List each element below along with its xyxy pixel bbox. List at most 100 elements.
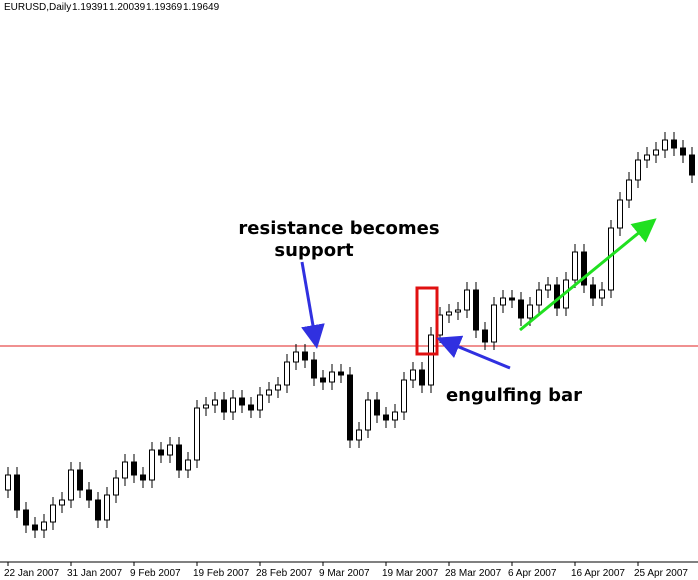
candle-body (401, 379, 407, 413)
candle-body (23, 509, 29, 526)
x-tick-label: 9 Mar 2007 (319, 568, 370, 579)
candle-body (419, 369, 425, 386)
candle-body (203, 404, 209, 409)
candle-body (212, 399, 218, 406)
candle-body (473, 289, 479, 331)
annotation: engulfing bar (446, 385, 582, 406)
candle-body (140, 474, 146, 481)
candle-body (545, 284, 551, 291)
candle-body (221, 399, 227, 413)
candle-body (410, 369, 416, 381)
candle-body (680, 147, 686, 156)
candle-body (158, 449, 164, 456)
candle-body (311, 359, 317, 379)
candle-body (356, 429, 362, 441)
candle-body (275, 384, 281, 391)
candle-body (122, 461, 128, 479)
x-tick-label: 19 Feb 2007 (193, 568, 250, 579)
candle-body (68, 469, 74, 501)
candle-body (608, 227, 614, 291)
candle-body (302, 351, 308, 361)
arrow (300, 261, 325, 349)
arrow (519, 218, 657, 332)
candle-body (590, 284, 596, 299)
x-tick-label: 16 Apr 2007 (571, 568, 625, 579)
candle-body (689, 154, 695, 176)
x-tick-label: 25 Apr 2007 (634, 568, 688, 579)
candle-body (338, 371, 344, 376)
info-value: 1.19369 (146, 2, 183, 13)
candle-body (446, 311, 452, 316)
candle-body (266, 389, 272, 396)
plot: 22 Jan 2007 31 Jan 2007 9 Feb 2007 19 Feb 2… (0, 132, 698, 579)
candle-body (32, 524, 38, 531)
candle-body (248, 404, 254, 411)
x-tick-label: 9 Feb 2007 (130, 568, 181, 579)
candle-body (644, 154, 650, 161)
candle-body (185, 459, 191, 471)
candle-body (95, 499, 101, 521)
x-tick-label: 6 Apr 2007 (508, 568, 557, 579)
candle-body (374, 399, 380, 416)
candle-body (527, 304, 533, 319)
x-tick-label: 28 Mar 2007 (445, 568, 502, 579)
x-tick-label: 31 Jan 2007 (67, 568, 122, 579)
candle-body (392, 411, 398, 421)
candle-body (104, 494, 110, 521)
candle-body (329, 371, 335, 383)
info-values: 1.19391 1.20039 1.19369 1.19649 (72, 2, 220, 13)
candle-body (284, 361, 290, 386)
candle-body (41, 521, 47, 531)
candle-body (635, 159, 641, 181)
candle-body (428, 334, 434, 386)
candle-body (617, 199, 623, 229)
annotation: support (274, 240, 354, 261)
candle-body (491, 304, 497, 343)
x-tick-label: 22 Jan 2007 (4, 568, 59, 579)
arrow (436, 335, 511, 370)
candle-body (572, 251, 578, 281)
candle-body (149, 449, 155, 481)
candle-body (347, 374, 353, 441)
candle-body (365, 399, 371, 431)
candle-body (14, 474, 20, 511)
candle-body (113, 477, 119, 496)
candle-body (131, 461, 137, 476)
info-value: 1.20039 (109, 2, 146, 13)
candle-body (59, 499, 65, 506)
candle-body (536, 289, 542, 306)
candle-body (518, 299, 524, 319)
highlight-box (415, 286, 439, 356)
candle-body (455, 309, 461, 313)
candle-body (176, 444, 182, 471)
candle-body (509, 297, 515, 301)
candle-body (167, 444, 173, 456)
candle-body (581, 251, 587, 286)
chart-title: EURUSD,Daily (4, 2, 71, 13)
candle-body (50, 504, 56, 523)
candle-body (257, 394, 263, 411)
candle-body (500, 297, 506, 306)
candle-body (320, 377, 326, 383)
candle-body (653, 149, 659, 156)
info-value: 1.19391 (72, 2, 109, 13)
candle-body (671, 139, 677, 149)
annotation: resistance becomes (238, 218, 439, 239)
x-tick-label: 28 Feb 2007 (256, 568, 313, 579)
candle-body (293, 351, 299, 363)
candle-body (626, 179, 632, 201)
candle-body (5, 474, 11, 491)
candle-body (662, 139, 668, 151)
candle-body (86, 489, 92, 501)
candle-body (599, 289, 605, 299)
candle-body (230, 397, 236, 413)
candle-body (77, 469, 83, 491)
candle-body (482, 329, 488, 343)
candle-body (464, 289, 470, 311)
candle-body (383, 414, 389, 421)
x-tick-label: 19 Mar 2007 (382, 568, 439, 579)
candle-body (239, 397, 245, 406)
candle-body (194, 407, 200, 461)
info-value: 1.19649 (183, 2, 220, 13)
